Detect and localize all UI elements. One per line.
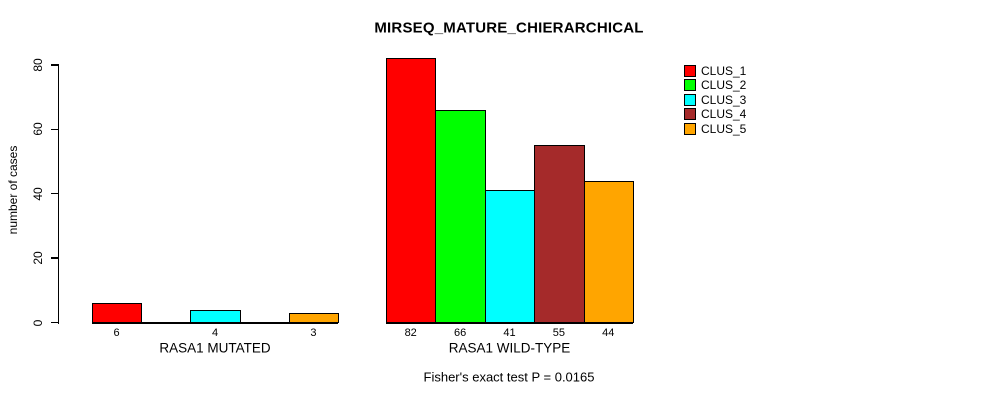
annotation-fisher-test: Fisher's exact test P = 0.0165 (423, 369, 595, 385)
legend-swatch-clus_4 (684, 108, 696, 120)
bar-value-label: 44 (602, 326, 615, 339)
y-tick (51, 64, 59, 66)
bar-clus_1 (92, 303, 143, 323)
bar-clus_5 (583, 180, 634, 323)
x-group-label: RASA1 MUTATED (159, 340, 271, 356)
y-tick (51, 321, 59, 324)
legend-label: CLUS_1 (701, 63, 747, 78)
legend-label: CLUS_3 (701, 92, 747, 107)
y-axis (57, 64, 59, 324)
bar-value-label: 41 (503, 326, 516, 339)
bar-value-label: 55 (552, 326, 566, 339)
bar-value-label: 4 (211, 326, 219, 339)
y-tick (51, 257, 59, 259)
bar-clus_3 (190, 309, 241, 323)
legend-swatch-clus_1 (684, 64, 696, 77)
bar-clus_2 (435, 109, 486, 323)
bar-value-label: 82 (404, 326, 417, 339)
y-tick (51, 128, 59, 131)
bar-value-label: 66 (453, 326, 467, 339)
legend-swatch-clus_3 (684, 93, 696, 106)
legend-swatch-clus_2 (684, 79, 696, 91)
legend-label: CLUS_5 (701, 121, 747, 136)
y-tick-label: 60 (31, 122, 45, 136)
bar-value-label: 3 (310, 326, 317, 339)
bar-clus_5 (288, 312, 339, 323)
bar-clus_1 (386, 58, 437, 323)
y-tick-label: 80 (31, 58, 45, 72)
bar-value-label: 6 (113, 326, 120, 339)
legend-label: CLUS_4 (701, 107, 747, 121)
y-tick (51, 192, 59, 195)
legend-label: CLUS_2 (701, 78, 747, 92)
y-tick-label: 0 (31, 319, 45, 326)
chart-title: MIRSEQ_MATURE_CHIERARCHICAL (374, 19, 644, 37)
y-tick-label: 20 (31, 251, 45, 265)
bar-clus_3 (484, 190, 536, 323)
bar-clus_4 (534, 145, 585, 323)
y-tick-label: 40 (31, 187, 45, 201)
x-group-label: RASA1 WILD-TYPE (448, 340, 571, 356)
legend-swatch-clus_5 (684, 122, 696, 135)
